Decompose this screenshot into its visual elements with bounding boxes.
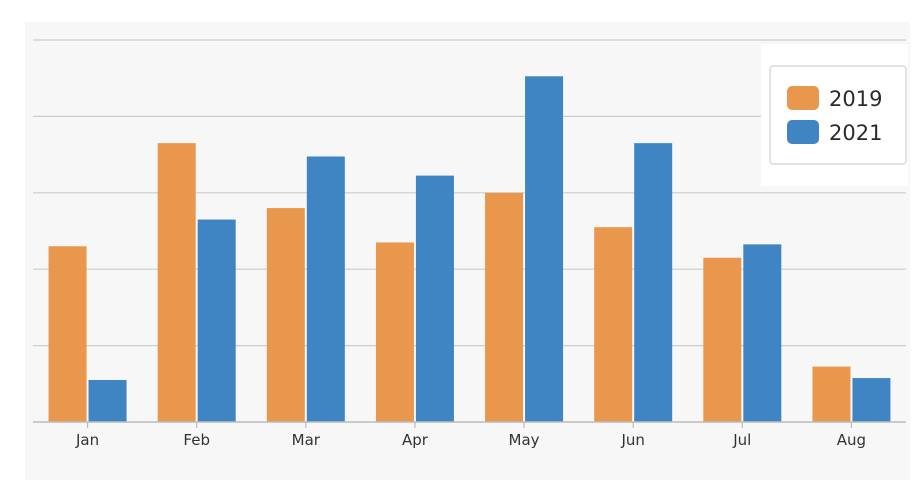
legend: 2019 2021 [761,44,908,186]
x-tick-label-jan: Jan [75,431,99,449]
bar-2021-jul [743,244,782,422]
legend-swatch-2021 [787,120,819,144]
bars [48,76,891,422]
bar-2021-apr [415,175,454,422]
bar-2021-jun [634,143,673,422]
bar-2021-mar [306,156,345,422]
bar-2021-aug [852,378,891,422]
legend-label-2021: 2021 [829,121,882,145]
bar-2021-feb [197,219,236,422]
bar-2019-jun [594,227,633,422]
x-tick-label-apr: Apr [402,431,429,449]
x-axis-tick-labels: Jan Feb Mar Apr May Jun Jul Aug [75,431,866,449]
x-tick-label-jun: Jun [620,431,644,449]
bar-2019-aug [812,366,851,422]
bar-2021-jan [88,379,127,422]
x-tick-label-feb: Feb [183,431,210,449]
bar-2019-jan [48,246,87,422]
legend-box [769,65,907,165]
x-tick-label-aug: Aug [837,431,866,449]
x-tick-label-jul: Jul [732,431,751,449]
bar-2019-jul [703,257,742,422]
bar-2019-mar [266,208,305,422]
x-tick-label-may: May [509,431,540,449]
x-axis-ticks [86,422,853,428]
x-tick-label-mar: Mar [292,431,321,449]
legend-label-2019: 2019 [829,87,882,111]
bar-2021-may [525,76,564,422]
bar-2019-may [485,192,524,422]
legend-swatch-2019 [787,86,819,110]
bar-2019-apr [375,242,414,422]
bar-2019-feb [157,143,196,422]
